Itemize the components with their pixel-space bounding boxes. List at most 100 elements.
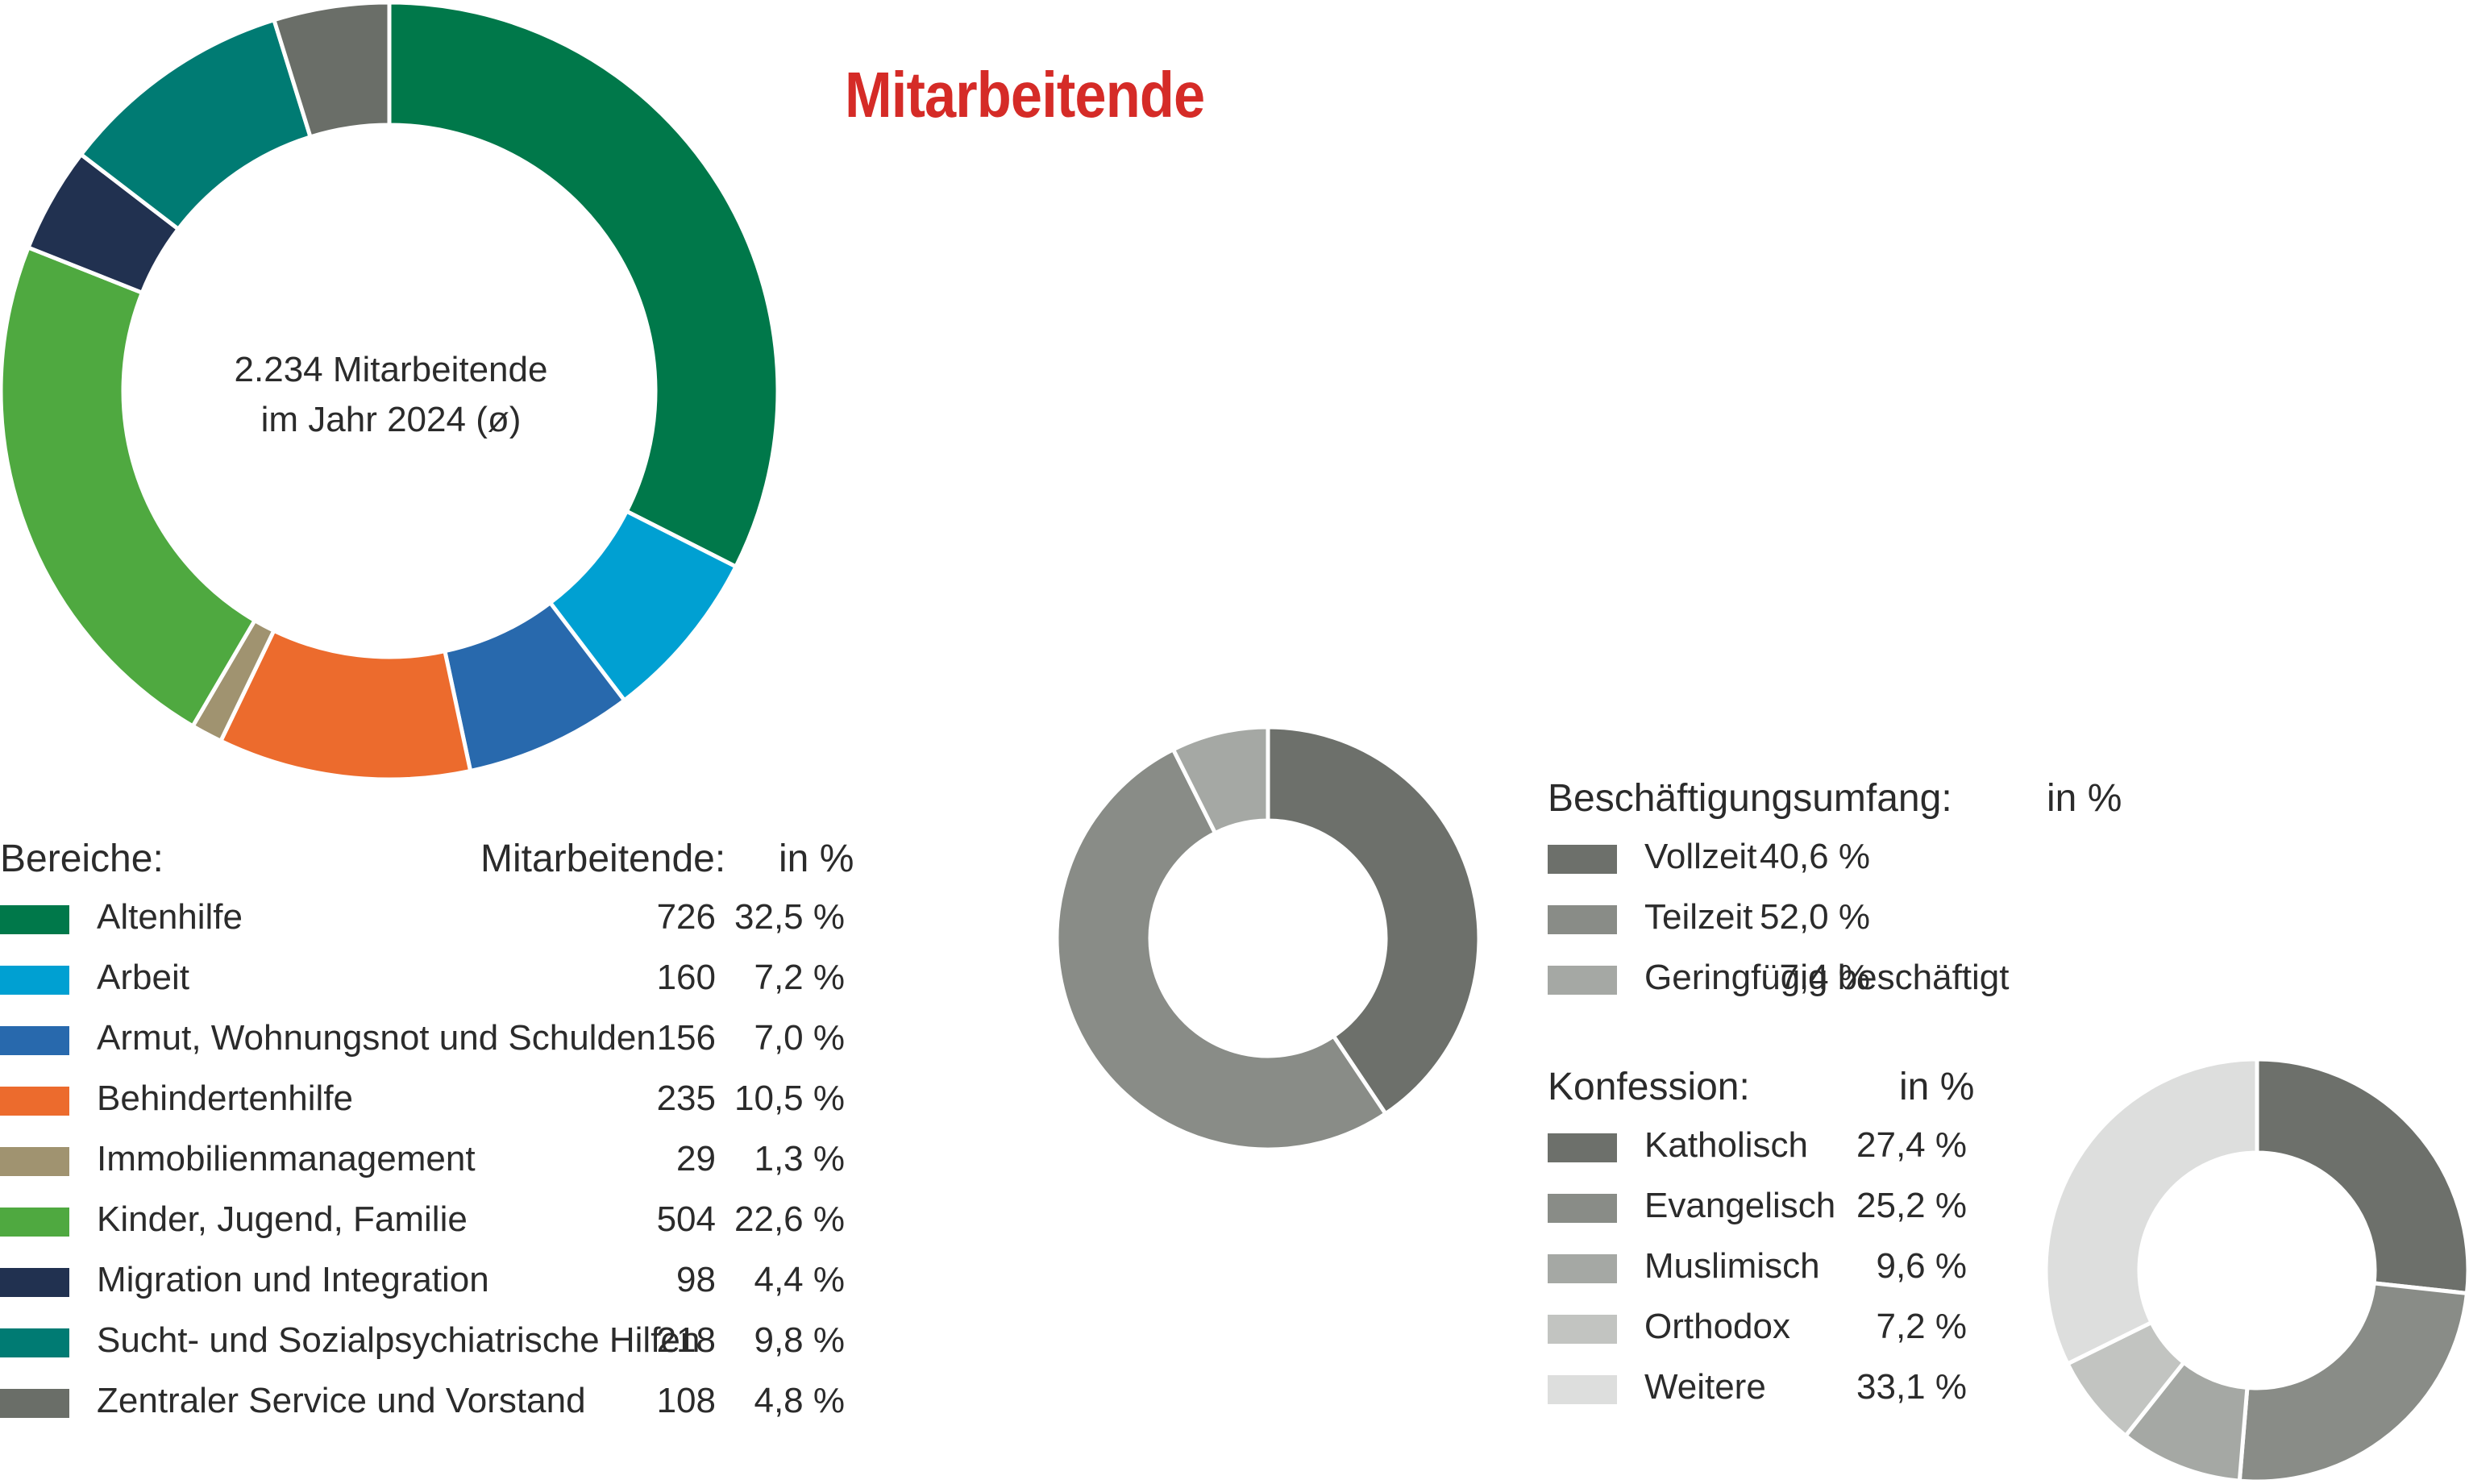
konfession-header-label: Konfession: bbox=[1548, 1066, 1750, 1108]
employment-legend-value: 7,4 % bbox=[1779, 958, 1870, 997]
bereiche-legend-value: 7,2 % bbox=[754, 958, 845, 997]
bereiche-legend-row: Arbeit 160 7,2 % bbox=[0, 951, 853, 1012]
bereiche-legend-label: Kinder, Jugend, Familie bbox=[97, 1199, 468, 1239]
employment-legend-label: Geringfügig beschäftigt bbox=[1644, 958, 2010, 997]
employment-slice-teilzeit bbox=[1054, 746, 1389, 1152]
bereiche-legend-row: Altenhilfe 726 32,5 % bbox=[0, 891, 853, 951]
employment-legend-label: Teilzeit bbox=[1644, 897, 1753, 937]
center-label-line2: im Jahr 2024 (ø) bbox=[260, 400, 522, 439]
bereiche-header-pct: in % bbox=[779, 838, 854, 880]
konfession-legend-value: 33,1 % bbox=[1856, 1367, 1967, 1407]
main-donut-chart bbox=[0, 0, 780, 782]
employment-legend-value: 40,6 % bbox=[1760, 837, 1870, 876]
employment-legend-label: Vollzeit bbox=[1644, 837, 1757, 876]
bereiche-legend-value: 7,0 % bbox=[754, 1018, 845, 1058]
konfession-slice-evangelisch bbox=[2237, 1281, 2469, 1484]
employment-legend-row: Teilzeit 52,0 % bbox=[1548, 891, 1878, 951]
employment-header-pct: in % bbox=[2047, 777, 2122, 820]
konfession-legend-swatch bbox=[1548, 1194, 1617, 1223]
bereiche-legend: Bereiche: Mitarbeitende: in % Altenhilfe… bbox=[0, 830, 854, 1459]
konfession-donut-chart bbox=[2043, 1057, 2469, 1484]
bereiche-legend-value: 4,4 % bbox=[754, 1260, 845, 1299]
bereiche-legend-row: Armut, Wohnungsnot und Schulden 156 7,0 % bbox=[0, 1012, 853, 1072]
bereiche-legend-count: 504 bbox=[656, 1199, 716, 1239]
page-title: Mitarbeitende bbox=[845, 59, 1205, 131]
bereiche-legend-row: Behindertenhilfe 235 10,5 % bbox=[0, 1072, 853, 1133]
bereiche-legend-value: 10,5 % bbox=[734, 1079, 845, 1118]
konfession-legend-label: Evangelisch bbox=[1644, 1186, 1836, 1225]
konfession-legend-swatch bbox=[1548, 1375, 1617, 1404]
bereiche-slice-altenhilfe bbox=[387, 0, 780, 570]
bereiche-legend-row: Migration und Integration 98 4,4 % bbox=[0, 1253, 853, 1314]
center-label-line1: 2.234 Mitarbeitende bbox=[234, 350, 548, 389]
employment-legend-swatch bbox=[1548, 845, 1617, 874]
bereiche-legend-swatch bbox=[0, 1208, 69, 1237]
konfession-legend-value: 9,6 % bbox=[1876, 1246, 1967, 1286]
bereiche-legend-count: 160 bbox=[656, 958, 716, 997]
employment-legend-swatch bbox=[1548, 905, 1617, 934]
bereiche-legend-label: Armut, Wohnungsnot und Schulden bbox=[97, 1018, 656, 1058]
employment-legend: Beschäftigungsumfang: in % Vollzeit 40,6 … bbox=[1548, 770, 2128, 1012]
bereiche-legend-count: 156 bbox=[656, 1018, 716, 1058]
bereiche-slice-kinder-jugend-familie bbox=[0, 244, 258, 730]
bereiche-legend-label: Immobilienmanagement bbox=[97, 1139, 476, 1178]
konfession-legend-swatch bbox=[1548, 1315, 1617, 1344]
employment-header-label: Beschäftigungsumfang: bbox=[1548, 777, 1952, 820]
bereiche-legend-label: Zentraler Service und Vorstand bbox=[97, 1381, 586, 1420]
bereiche-legend-count: 108 bbox=[656, 1381, 716, 1420]
bereiche-legend-row: Zentraler Service und Vorstand 108 4,8 % bbox=[0, 1374, 853, 1435]
konfession-header-pct: in % bbox=[1899, 1066, 1975, 1108]
bereiche-header-label: Bereiche: bbox=[0, 838, 164, 880]
employment-donut-chart bbox=[1054, 725, 1482, 1152]
bereiche-legend-label: Migration und Integration bbox=[97, 1260, 489, 1299]
konfession-legend-label: Orthodox bbox=[1644, 1307, 1790, 1346]
bereiche-legend-label: Sucht- und Sozialpsychiatrische Hilfen bbox=[97, 1320, 700, 1360]
bereiche-legend-swatch bbox=[0, 1389, 69, 1418]
konfession-legend-label: Muslimisch bbox=[1644, 1246, 1820, 1286]
bereiche-legend-label: Altenhilfe bbox=[97, 897, 243, 937]
bereiche-legend-row: Immobilienmanagement 29 1,3 % bbox=[0, 1133, 853, 1193]
bereiche-legend-count: 726 bbox=[656, 897, 716, 937]
employment-legend-row: Vollzeit 40,6 % bbox=[1548, 830, 1878, 891]
bereiche-legend-count: 235 bbox=[656, 1079, 716, 1118]
bereiche-header-count: Mitarbeitende: bbox=[480, 838, 726, 880]
konfession-legend-row: Evangelisch 25,2 % bbox=[1548, 1179, 1975, 1240]
konfession-legend-swatch bbox=[1548, 1254, 1617, 1283]
konfession-legend-row: Muslimisch 9,6 % bbox=[1548, 1240, 1975, 1300]
bereiche-legend-value: 9,8 % bbox=[754, 1320, 845, 1360]
bereiche-legend-swatch bbox=[0, 905, 69, 934]
konfession-legend: Konfession: in % Katholisch 27,4 % Evangel… bbox=[1548, 1058, 1999, 1437]
bereiche-legend-row: Kinder, Jugend, Familie 504 22,6 % bbox=[0, 1193, 853, 1253]
employment-legend-swatch bbox=[1548, 966, 1617, 995]
bereiche-legend-value: 32,5 % bbox=[734, 897, 845, 937]
bereiche-legend-count: 218 bbox=[656, 1320, 716, 1360]
bereiche-legend-value: 4,8 % bbox=[754, 1381, 845, 1420]
employment-slice-geringfuegig-beschaeftigt bbox=[1170, 725, 1270, 836]
bereiche-legend-count: 29 bbox=[676, 1139, 716, 1178]
konfession-slice-weitere bbox=[2043, 1057, 2259, 1367]
bereiche-legend-swatch bbox=[0, 1328, 69, 1357]
konfession-legend-row: Weitere 33,1 % bbox=[1548, 1361, 1975, 1421]
konfession-legend-swatch bbox=[1548, 1133, 1617, 1162]
konfession-legend-row: Orthodox 7,2 % bbox=[1548, 1300, 1975, 1361]
bereiche-legend-swatch bbox=[0, 1087, 69, 1116]
bereiche-legend-swatch bbox=[0, 1268, 69, 1297]
bereiche-legend-label: Behindertenhilfe bbox=[97, 1079, 354, 1118]
bereiche-legend-value: 1,3 % bbox=[754, 1139, 845, 1178]
konfession-slice-katholisch bbox=[2255, 1057, 2469, 1296]
employment-legend-value: 52,0 % bbox=[1760, 897, 1870, 937]
bereiche-legend-label: Arbeit bbox=[97, 958, 189, 997]
donut-center-label: 2.234 Mitarbeitende im Jahr 2024 (ø) bbox=[210, 345, 572, 445]
employment-legend-row: Geringfügig beschäftigt 7,4 % bbox=[1548, 951, 2010, 1012]
bereiche-legend-row: Sucht- und Sozialpsychiatrische Hilfen 21… bbox=[0, 1314, 853, 1374]
bereiche-legend-count: 98 bbox=[676, 1260, 716, 1299]
bereiche-legend-value: 22,6 % bbox=[734, 1199, 845, 1239]
konfession-legend-label: Weitere bbox=[1644, 1367, 1766, 1407]
konfession-legend-value: 7,2 % bbox=[1876, 1307, 1967, 1346]
bereiche-slice-zentraler-service-und-vorstand bbox=[271, 0, 392, 139]
bereiche-legend-swatch bbox=[0, 1147, 69, 1176]
konfession-legend-value: 27,4 % bbox=[1856, 1125, 1967, 1165]
konfession-legend-value: 25,2 % bbox=[1856, 1186, 1967, 1225]
employment-slice-vollzeit bbox=[1266, 725, 1482, 1117]
bereiche-legend-swatch bbox=[0, 1026, 69, 1055]
